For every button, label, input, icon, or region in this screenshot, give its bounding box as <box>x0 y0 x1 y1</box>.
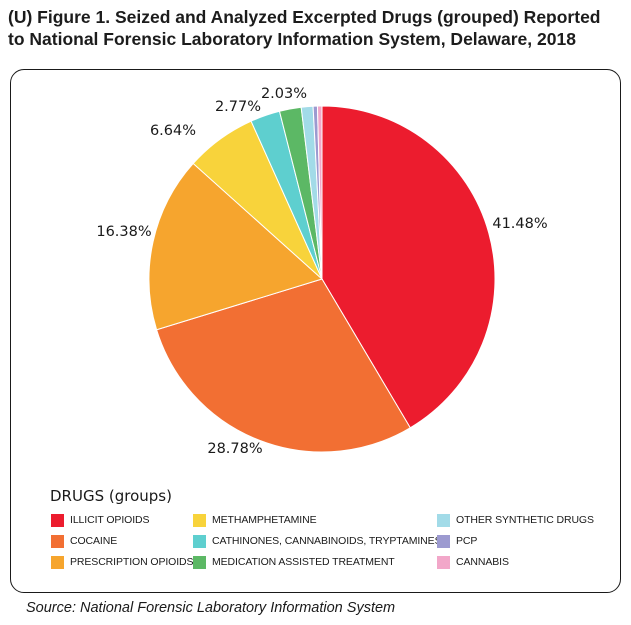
pie-slice-cannabis <box>316 105 323 280</box>
legend-label: MEDICATION ASSISTED TREATMENT <box>212 556 395 568</box>
data-label-methamphetamine: 6.64% <box>150 123 196 139</box>
legend-swatch <box>51 555 64 569</box>
source-note: Source: National Forensic Laboratory Inf… <box>26 600 396 616</box>
legend-label: COCAINE <box>70 535 118 547</box>
legend-label: METHAMPHETAMINE <box>212 514 317 526</box>
chart-title: (U) Figure 1. Seized and Analyzed Excerp… <box>8 6 623 50</box>
legend-item-medication-assisted-treatment: MEDICATION ASSISTED TREATMENT <box>193 554 395 570</box>
legend-swatch <box>51 534 64 548</box>
legend-item-illicit-opioids: ILLICIT OPIOIDS <box>51 512 150 528</box>
legend-label: CANNABIS <box>456 556 509 568</box>
legend-swatch <box>193 534 206 548</box>
pie-slice-cocaine <box>155 278 411 453</box>
legend-label: CATHINONES, CANNABINOIDS, TRYPTAMINES <box>212 535 442 547</box>
legend-title: DRUGS (groups) <box>50 487 172 505</box>
chart-title-line-2: to National Forensic Laboratory Informat… <box>8 29 576 49</box>
chart-title-line-1: (U) Figure 1. Seized and Analyzed Excerp… <box>8 7 601 27</box>
legend-label: PCP <box>456 535 478 547</box>
legend-item-cathinones-cannabinoids-tryptamines: CATHINONES, CANNABINOIDS, TRYPTAMINES <box>193 533 442 549</box>
data-label-cocaine: 28.78% <box>207 441 262 457</box>
legend-item-cannabis: CANNABIS <box>437 554 509 570</box>
legend-item-other-synthetic-drugs: OTHER SYNTHETIC DRUGS <box>437 512 594 528</box>
legend-label: ILLICIT OPIOIDS <box>70 514 150 526</box>
pie-slice-prescription-opioids <box>148 162 323 331</box>
legend-item-cocaine: COCAINE <box>51 533 117 549</box>
chart-frame <box>10 69 621 593</box>
legend-item-prescription-opioids: PRESCRIPTION OPIOIDS <box>51 554 194 570</box>
legend-item-methamphetamine: METHAMPHETAMINE <box>193 512 317 528</box>
data-label-cathinones-cannabinoids-tryptamines: 2.77% <box>215 99 261 115</box>
legend-swatch <box>437 513 450 527</box>
legend-swatch <box>437 534 450 548</box>
legend-swatch <box>437 555 450 569</box>
legend-swatch <box>193 555 206 569</box>
data-label-illicit-opioids: 41.48% <box>492 216 547 232</box>
legend-item-pcp: PCP <box>437 533 477 549</box>
data-label-medication-assisted-treatment: 2.03% <box>261 86 307 102</box>
pie-slice-illicit-opioids <box>321 105 496 429</box>
legend-swatch <box>193 513 206 527</box>
legend-swatch <box>51 513 64 527</box>
legend-label: OTHER SYNTHETIC DRUGS <box>456 514 594 526</box>
legend-label: PRESCRIPTION OPIOIDS <box>70 556 194 568</box>
data-label-prescription-opioids: 16.38% <box>96 224 151 240</box>
